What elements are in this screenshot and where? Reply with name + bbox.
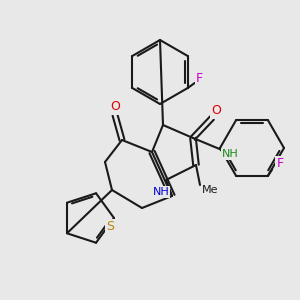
Text: S: S [106, 220, 114, 233]
Text: F: F [276, 157, 284, 170]
Text: NH: NH [222, 149, 238, 159]
Text: O: O [211, 104, 221, 118]
Text: NH: NH [153, 187, 169, 197]
Text: Me: Me [202, 185, 218, 195]
Text: O: O [110, 100, 120, 113]
Text: F: F [196, 73, 203, 85]
